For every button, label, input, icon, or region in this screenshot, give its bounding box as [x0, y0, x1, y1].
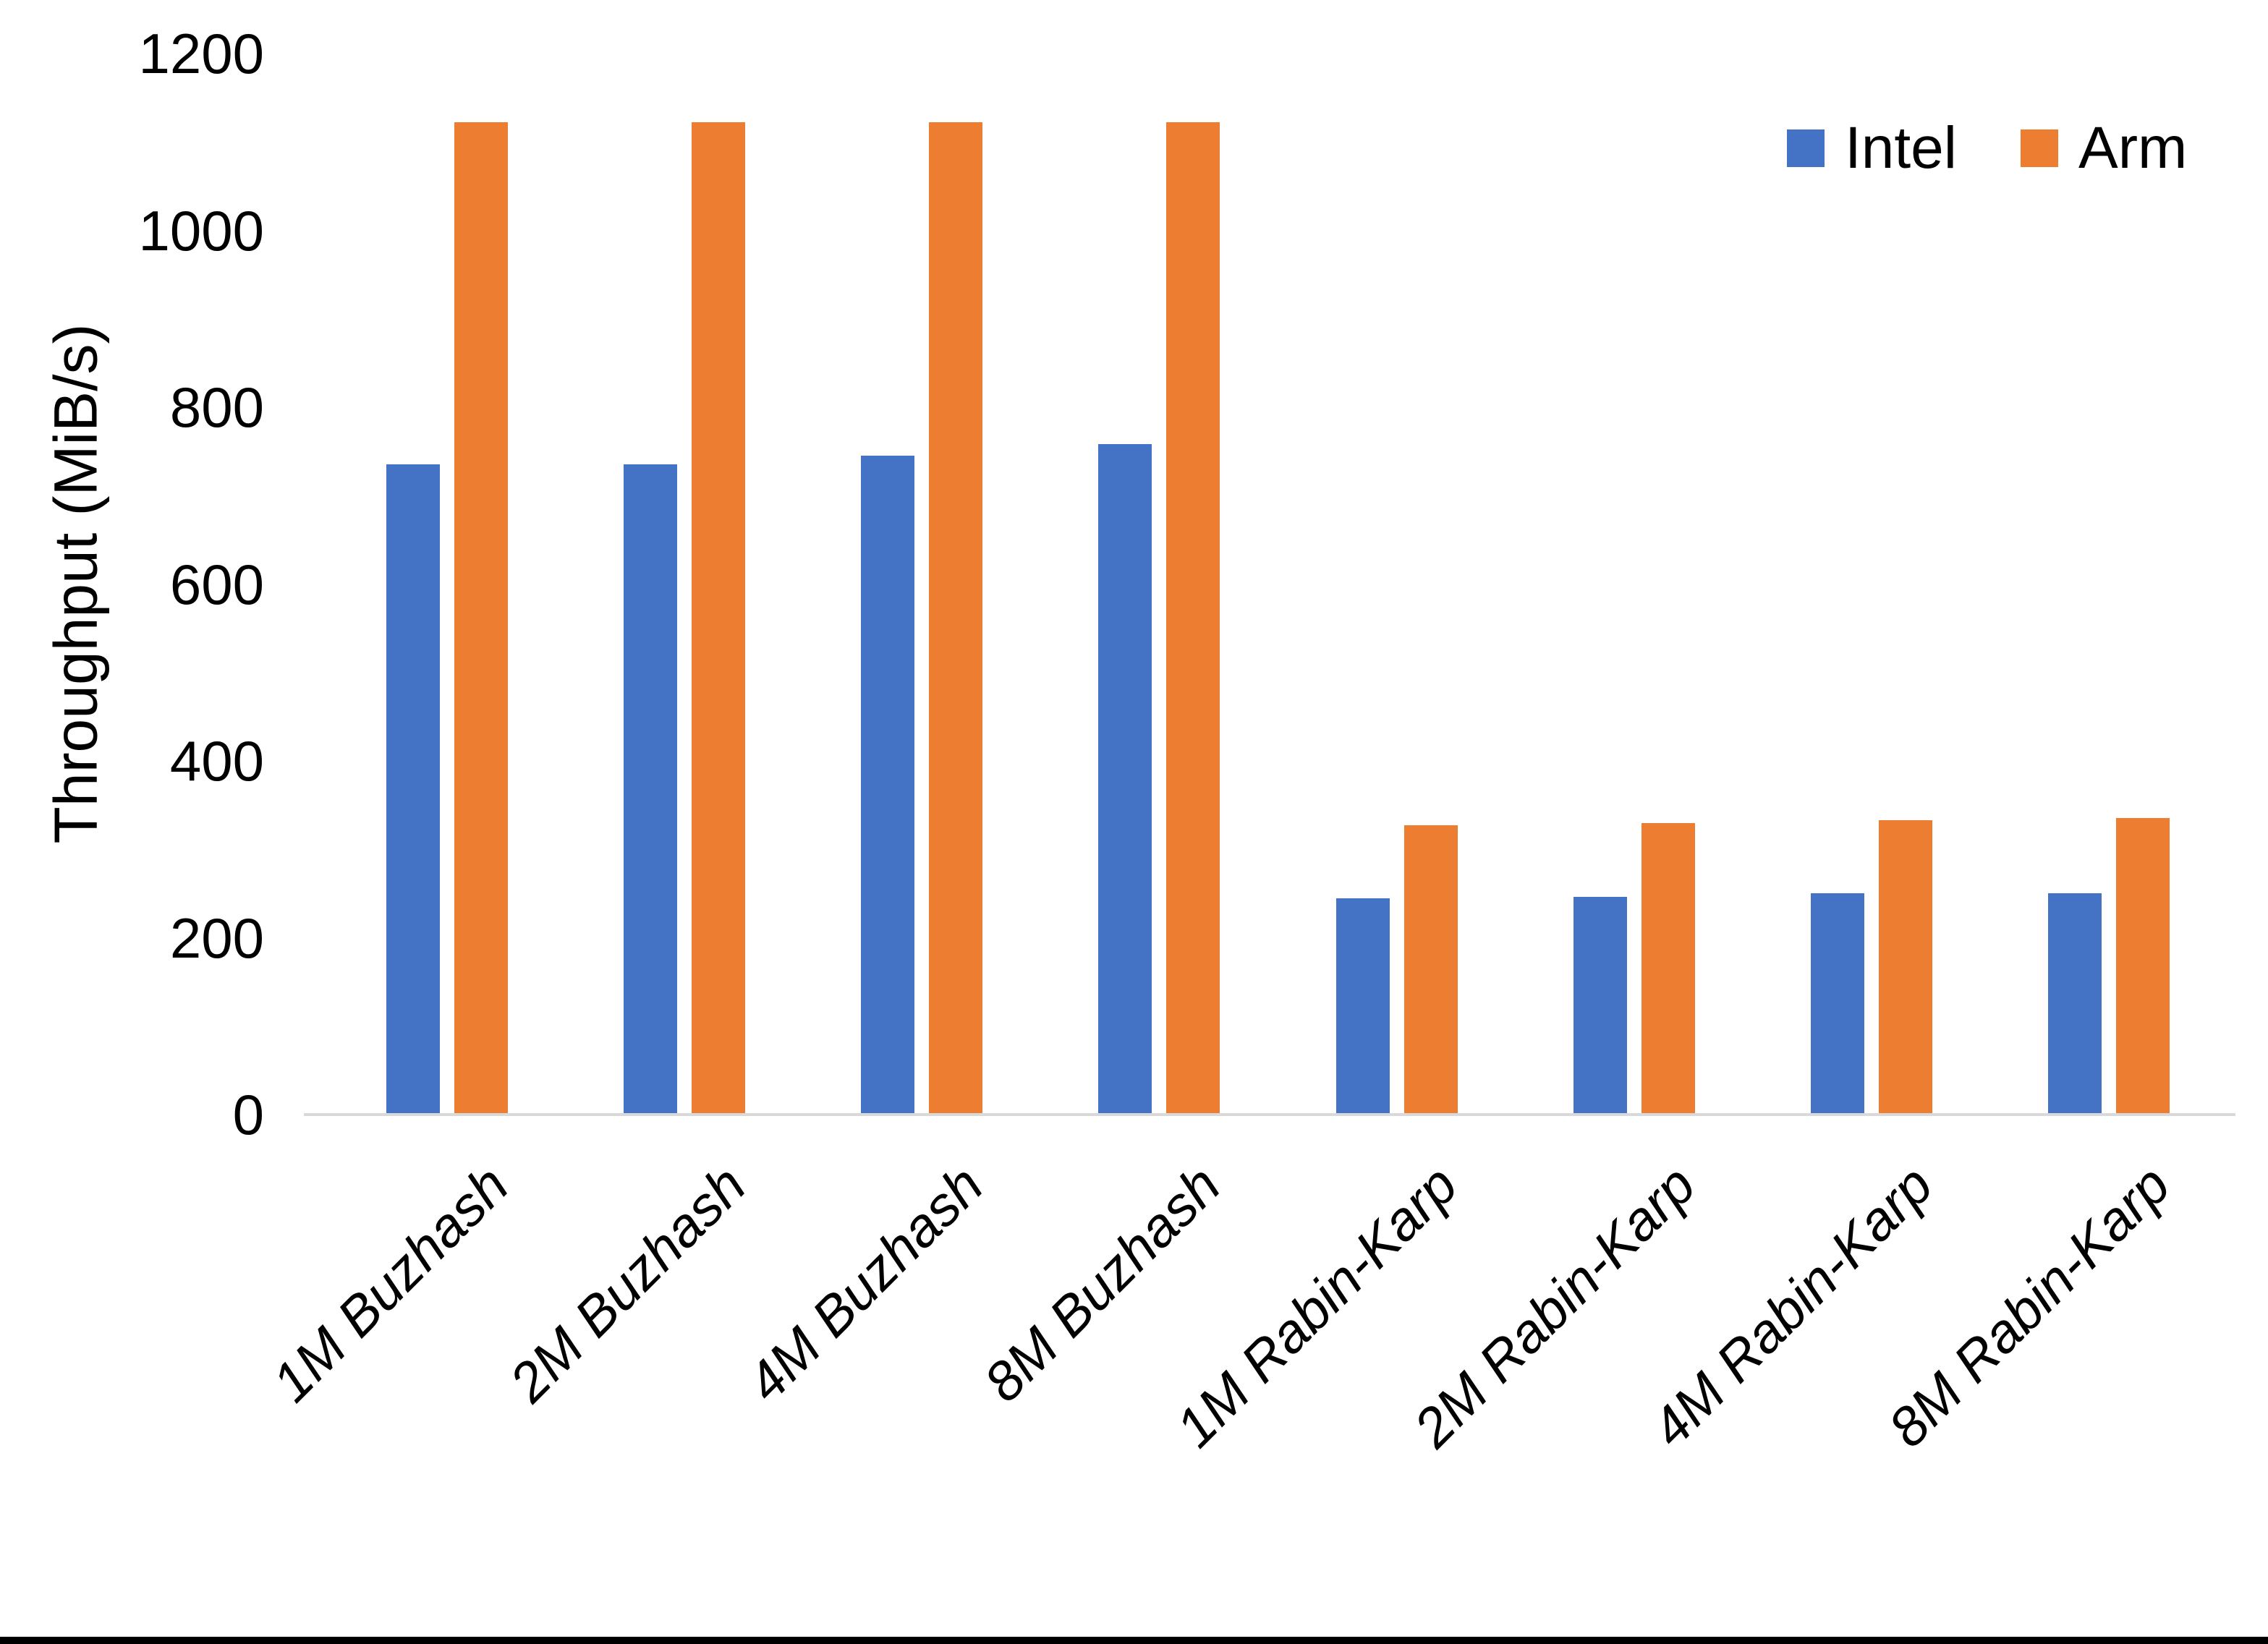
y-tick-label: 400: [169, 729, 264, 793]
bar-arm: [692, 122, 746, 1115]
bar-intel: [861, 456, 915, 1115]
y-tick-label: 800: [169, 375, 264, 439]
legend-swatch-arm: [2021, 129, 2058, 167]
bar-intel: [1573, 897, 1627, 1115]
legend-label-arm: Arm: [2078, 115, 2188, 181]
legend-label-intel: Intel: [1845, 115, 1957, 181]
bar-intel: [624, 464, 678, 1115]
bar-arm: [1878, 819, 1932, 1115]
legend-item-intel: Intel: [1787, 114, 1957, 182]
bar-arm: [1166, 122, 1220, 1115]
window-bottom-edge: [0, 1637, 2268, 1644]
bar-intel: [1098, 444, 1152, 1115]
x-category-label: 1M Buzhash: [260, 1154, 520, 1414]
bar-arm: [2115, 818, 2170, 1115]
x-category-label: 8M Buzhash: [972, 1154, 1233, 1414]
bar-arm: [1641, 822, 1695, 1115]
bar-arm: [1403, 825, 1458, 1115]
y-tick-label: 600: [169, 552, 264, 616]
bar-intel: [1335, 898, 1390, 1115]
legend-swatch-intel: [1787, 129, 1825, 167]
x-category-label: 2M Buzhash: [498, 1154, 757, 1414]
plot-area: [328, 54, 2227, 1115]
y-tick-label: 200: [169, 906, 264, 970]
y-tick-label: 1200: [138, 22, 264, 85]
legend-item-arm: Arm: [2021, 114, 2187, 182]
bar-arm: [929, 122, 983, 1115]
bar-intel: [386, 464, 441, 1115]
bar-intel: [1810, 893, 1864, 1115]
y-tick-label: 0: [232, 1083, 264, 1146]
x-category-label: 4M Buzhash: [735, 1154, 995, 1414]
bar-intel: [2047, 893, 2102, 1115]
x-axis-line: [304, 1113, 2235, 1116]
y-tick-label: 1000: [138, 198, 264, 263]
bar-arm: [454, 122, 509, 1115]
